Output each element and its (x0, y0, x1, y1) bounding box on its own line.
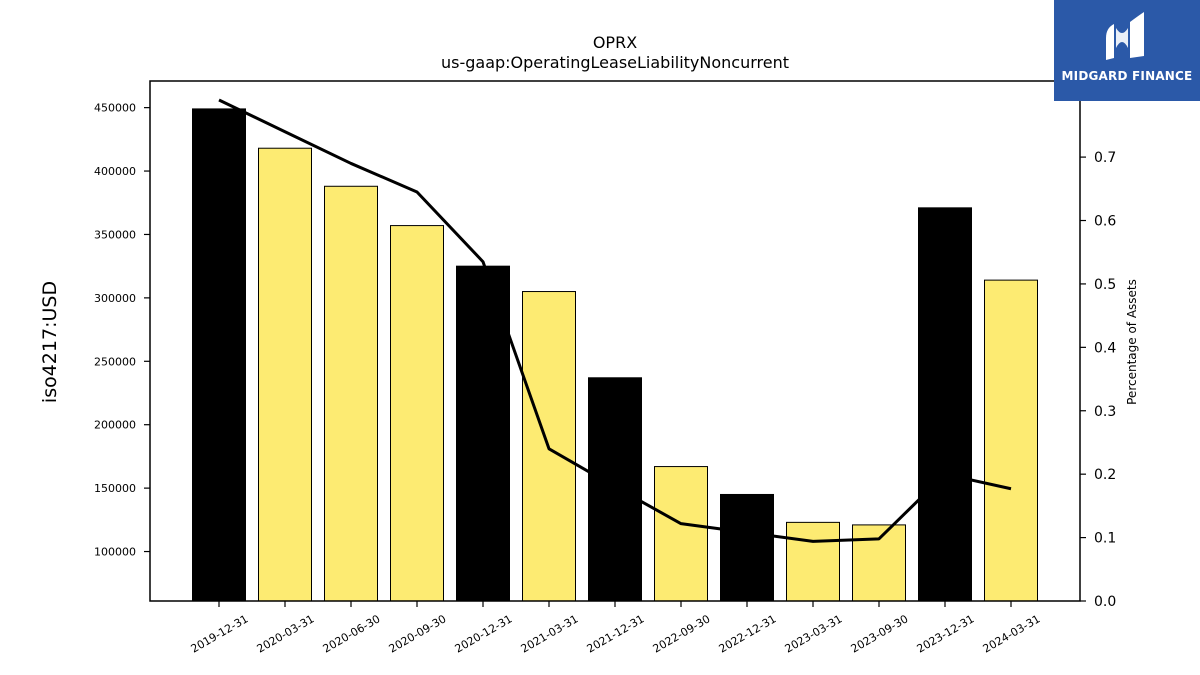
bar (918, 207, 972, 602)
y-tick-label: 400000 (94, 165, 136, 178)
x-tick-label: 2020-09-30 (387, 612, 449, 655)
x-tick-label: 2020-12-31 (453, 612, 515, 655)
x-tick-label: 2020-06-30 (321, 612, 383, 655)
y-tick-label: 350000 (94, 228, 136, 241)
bar (324, 185, 378, 602)
x-tick-label: 2021-12-31 (585, 612, 647, 655)
y-tick-label: 250000 (94, 355, 136, 368)
y2-tick-label: 0.5 (1094, 277, 1116, 293)
x-tick-label: 2023-09-30 (849, 612, 911, 655)
y-tick-label: 200000 (94, 419, 136, 432)
x-tick-label: 2019-12-31 (189, 612, 251, 655)
y-tick-label: 300000 (94, 292, 136, 305)
x-tick-label: 2024-03-31 (981, 612, 1043, 655)
bar (720, 493, 774, 602)
bar (786, 521, 840, 602)
bar (588, 377, 642, 602)
x-tick-label: 2021-03-31 (519, 612, 581, 655)
y2-tick-label: 0.2 (1094, 467, 1116, 483)
y-tick-label: 100000 (94, 546, 136, 559)
chart-subtitle: us-gaap:OperatingLeaseLiabilityNoncurren… (441, 53, 789, 72)
y2-tick-label: 0.7 (1094, 150, 1116, 166)
percentage-line (218, 98, 1012, 543)
bar (984, 279, 1038, 602)
bar (456, 265, 510, 602)
y2-tick-label: 0.3 (1094, 404, 1116, 420)
bar (852, 524, 906, 602)
logo-mark-icon (1106, 12, 1144, 60)
y2-tick-label: 0.6 (1094, 214, 1116, 230)
x-tick-label: 2023-03-31 (783, 612, 845, 655)
bar (654, 466, 708, 602)
y2-tick-label: 0.1 (1094, 531, 1116, 547)
logo-text: MIDGARD FINANCE (1061, 69, 1193, 83)
y2-tick-label: 0.4 (1094, 340, 1116, 356)
y2-tick-label: 0.0 (1094, 594, 1116, 610)
x-tick-label: 2020-03-31 (255, 612, 317, 655)
bar (258, 147, 312, 602)
x-tick-label: 2022-12-31 (717, 612, 779, 655)
y2-axis-label: Percentage of Assets (1125, 279, 1139, 405)
bar (390, 225, 444, 602)
chart-title: OPRX (593, 33, 637, 52)
y-axis-label: iso4217:USD (39, 281, 61, 403)
y-tick-label: 450000 (94, 102, 136, 115)
y-tick-label: 150000 (94, 482, 136, 495)
bar (192, 108, 246, 602)
x-tick-label: 2023-12-31 (915, 612, 977, 655)
x-tick-label: 2022-09-30 (651, 612, 713, 655)
midgard-finance-logo: MIDGARD FINANCE (1054, 0, 1200, 101)
